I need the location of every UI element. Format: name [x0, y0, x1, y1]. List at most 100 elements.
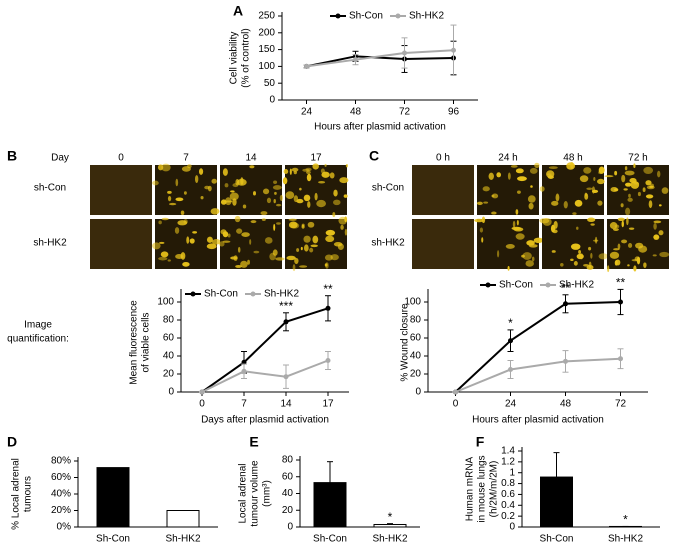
cell — [488, 172, 494, 180]
y-axis-label: (h/2M/m/2M) — [489, 461, 500, 518]
marker — [618, 356, 623, 362]
cell — [597, 200, 603, 206]
cell — [345, 164, 349, 168]
significance: *** — [279, 299, 293, 313]
cell — [534, 162, 540, 169]
legend-label: Sh-Con — [204, 289, 238, 300]
micrograph — [155, 165, 217, 215]
cell — [586, 187, 593, 190]
cell — [296, 248, 300, 252]
cell — [615, 259, 621, 266]
cell — [303, 244, 309, 252]
marker — [283, 319, 289, 325]
cell — [570, 243, 581, 250]
y-tick-label: 0.8 — [501, 478, 515, 489]
cell — [309, 247, 314, 253]
cell — [578, 249, 582, 255]
cell — [617, 217, 625, 222]
marker — [283, 374, 289, 380]
x-tick-label: Sh-HK2 — [608, 534, 643, 544]
cell — [312, 163, 319, 170]
cell — [570, 258, 574, 262]
x-tick-label: 24 — [505, 399, 517, 410]
significance: * — [508, 316, 513, 330]
cell — [307, 201, 311, 208]
cell — [282, 177, 288, 185]
cell — [273, 198, 276, 204]
x-tick-label: Sh-HK2 — [165, 534, 200, 544]
cell — [274, 191, 277, 195]
cell — [522, 252, 532, 260]
cell — [482, 186, 490, 192]
cell — [481, 216, 486, 224]
cell — [340, 224, 344, 230]
x-tick-label: 72 — [615, 399, 627, 410]
cell — [650, 183, 654, 188]
cell — [635, 242, 644, 249]
y-tick-label: 0.4 — [501, 500, 515, 511]
row-label: sh-Con — [372, 183, 404, 194]
cell — [288, 218, 297, 221]
x-tick-label: 48 — [350, 107, 362, 118]
cell — [338, 216, 348, 225]
cell — [624, 166, 628, 171]
cell — [588, 261, 592, 269]
cell — [637, 191, 641, 197]
cell — [161, 163, 171, 172]
cell — [645, 194, 654, 199]
marker — [304, 63, 309, 69]
cell — [643, 166, 654, 174]
cell — [593, 239, 599, 242]
cell — [192, 231, 198, 234]
y-tick-label: 1 — [509, 467, 515, 478]
y-tick-label: 40% — [51, 489, 71, 500]
y-tick-label: 80% — [51, 456, 71, 467]
cell — [613, 248, 620, 251]
cell — [321, 171, 330, 178]
cell — [625, 207, 631, 216]
cell — [607, 265, 610, 273]
micrograph — [155, 219, 217, 269]
series-line — [201, 359, 329, 393]
y-axis-label: (% of control) — [241, 28, 252, 87]
cell — [570, 161, 574, 169]
series-line — [306, 55, 454, 68]
cell — [283, 168, 289, 175]
cell — [507, 266, 510, 271]
cell — [588, 246, 592, 251]
legend-label: Sh-HK2 — [559, 280, 594, 291]
cell — [249, 239, 252, 245]
cell — [289, 168, 292, 175]
legend-label: Sh-HK2 — [264, 289, 299, 300]
cell — [530, 185, 533, 188]
y-tick-label: 0 — [168, 387, 174, 398]
marker — [402, 50, 407, 56]
cell — [219, 241, 225, 247]
cell — [598, 253, 608, 260]
cell — [653, 220, 662, 224]
cell — [529, 167, 538, 174]
cell — [620, 203, 624, 208]
x-tick-label: 48 — [560, 399, 572, 410]
cell — [610, 186, 618, 192]
cell — [551, 200, 559, 206]
cell — [517, 176, 527, 182]
cell — [343, 194, 348, 198]
x-tick-label: Sh-Con — [540, 534, 574, 544]
cell — [329, 172, 335, 179]
x-tick-label: 17 — [322, 399, 334, 410]
cell — [627, 264, 630, 267]
series-line — [306, 49, 454, 68]
marker — [508, 367, 513, 372]
x-tick-label: 0 — [199, 399, 205, 410]
cell — [174, 227, 180, 234]
y-axis-label: % Wound closure — [400, 303, 411, 382]
cell — [236, 178, 247, 186]
cell — [286, 255, 296, 261]
y-tick-label: 100 — [404, 297, 421, 308]
cell — [301, 224, 305, 229]
panel-label: D — [7, 434, 17, 450]
cell — [555, 193, 560, 202]
y-tick-label: 60 — [282, 471, 294, 482]
cell — [152, 180, 159, 186]
